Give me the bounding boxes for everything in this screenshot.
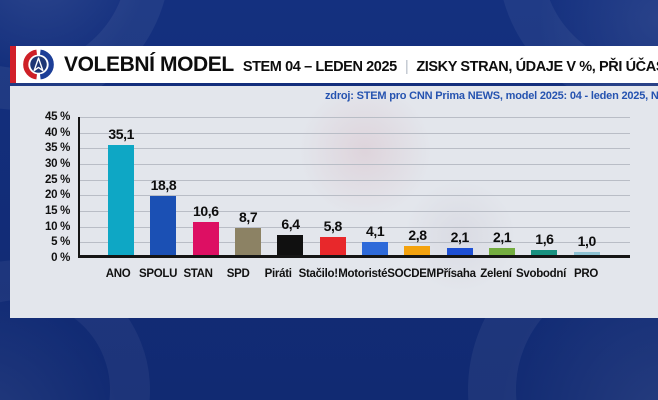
y-axis-tick-label: 0 %: [51, 252, 70, 264]
x-axis-category-label: SPD: [226, 268, 250, 280]
header-description: ZISKY STRAN, ÚDAJE V %, PŘI ÚČASTI 61,0 …: [416, 58, 658, 75]
bar-column-ano: 35,1: [100, 114, 142, 255]
x-axis-category-label: SOCDEM: [387, 268, 436, 280]
bar-value-label: 2,1: [450, 229, 470, 246]
page-title: VOLEBNÍ MODEL: [64, 52, 234, 76]
bar: [489, 248, 516, 255]
bar: [531, 250, 558, 255]
bar-value-label: 6,4: [281, 215, 300, 232]
x-axis-category-label: STAN: [183, 268, 213, 280]
bar: [277, 234, 304, 255]
bar: [192, 221, 219, 255]
y-axis-labels: 45 % 40 % 35 % 30 % 25 % 20 % 15 % 10 % 5 % 0 %: [10, 111, 70, 264]
bar-column-spd: 8,7: [227, 114, 269, 255]
bar-column-motorist: 4,1: [354, 114, 396, 255]
bar-column-psaha: 2,1: [439, 114, 481, 255]
bar: [319, 236, 346, 255]
bar-value-label: 8,7: [239, 208, 258, 225]
bar-column-stan: 10,6: [185, 114, 227, 255]
x-axis-category-label: Motoristé: [338, 268, 388, 280]
x-axis-category-label: Stačilo!: [298, 268, 338, 280]
bar-column-pro: 1,0: [566, 114, 608, 255]
bar: [362, 242, 389, 255]
header-text: VOLEBNÍ MODEL STEM 04 – LEDEN 2025 | ZIS…: [64, 53, 658, 77]
bars-row: 35,1 18,8 10,6 8,7 6,4 5,8 4,1 2,8 2,1 2,1 1,6 1,0: [100, 114, 608, 255]
bar-value-label: 35,1: [108, 126, 134, 143]
bar-value-label: 2,8: [408, 227, 427, 244]
cnn-prima-news-logo-icon: [23, 49, 54, 80]
bar-column-svobodn: 1,6: [523, 114, 565, 255]
bar: [150, 196, 177, 255]
bar-value-label: 5,8: [323, 217, 343, 234]
header-accent-stripe: [10, 46, 16, 83]
source-caption: zdroj: STEM pro CNN Prima NEWS, model 20…: [325, 90, 658, 102]
bar-column-spolu: 18,8: [142, 114, 184, 255]
bar-value-label: 18,8: [150, 177, 177, 194]
y-axis-tick-label: 40 %: [44, 126, 70, 139]
bar: [108, 145, 135, 255]
y-axis-tick-label: 20 %: [44, 189, 70, 202]
header-bar: VOLEBNÍ MODEL STEM 04 – LEDEN 2025 | ZIS…: [10, 46, 658, 83]
x-axis-category-label: Piráti: [264, 268, 292, 280]
bar-value-label: 10,6: [192, 202, 219, 219]
bar-column-socdem: 2,8: [396, 114, 438, 255]
bar: [404, 246, 431, 255]
bar-value-label: 2,1: [492, 229, 512, 246]
gridline: [80, 179, 630, 181]
x-labels-row: ANO SPOLU STAN SPD Piráti Stačilo! Motoristé SO…: [98, 268, 606, 280]
gridline: [80, 132, 630, 134]
y-axis-tick-label: 5 %: [51, 236, 70, 249]
gridline: [80, 164, 630, 165]
x-axis-category-label: PRO: [574, 268, 599, 280]
bar-column-pirti: 6,4: [269, 114, 311, 255]
bar-column-zelen: 2,1: [481, 114, 523, 255]
bar-value-label: 4,1: [365, 223, 385, 240]
y-axis-tick-label: 45 %: [44, 111, 70, 123]
bar: [446, 248, 473, 255]
bar-value-label: 1,6: [535, 231, 554, 247]
gridline: [80, 226, 630, 228]
x-axis-category-label: SPOLU: [138, 268, 178, 280]
bar-column-stailo: 5,8: [312, 114, 354, 255]
y-axis-tick-label: 25 %: [44, 173, 70, 186]
gridline: [80, 195, 630, 197]
x-axis-category-label: Zelení: [480, 268, 512, 280]
header-separator: |: [404, 57, 409, 75]
y-axis-tick-label: 15 %: [44, 205, 70, 217]
bar: [573, 251, 600, 255]
x-axis-category-label: Přísaha: [436, 268, 476, 280]
bar-value-label: 1,0: [577, 232, 597, 249]
plot-area: 35,1 18,8 10,6 8,7 6,4 5,8 4,1 2,8 2,1 2,1 1,6 1,0: [78, 117, 630, 258]
gridline: [80, 117, 630, 118]
bar: [235, 227, 262, 255]
gridline: [80, 242, 630, 244]
y-axis-tick-label: 10 %: [44, 220, 70, 233]
x-axis-category-label: ANO: [105, 268, 131, 280]
header-subtitle: STEM 04 – LEDEN 2025: [242, 58, 397, 75]
gridline: [80, 148, 630, 150]
y-axis-tick-label: 35 %: [44, 142, 70, 155]
chart-panel: zdroj: STEM pro CNN Prima NEWS, model 20…: [10, 86, 658, 318]
y-axis-tick-label: 30 %: [44, 158, 70, 170]
gridline: [80, 211, 630, 212]
x-axis-category-label: Svobodní: [516, 268, 566, 280]
